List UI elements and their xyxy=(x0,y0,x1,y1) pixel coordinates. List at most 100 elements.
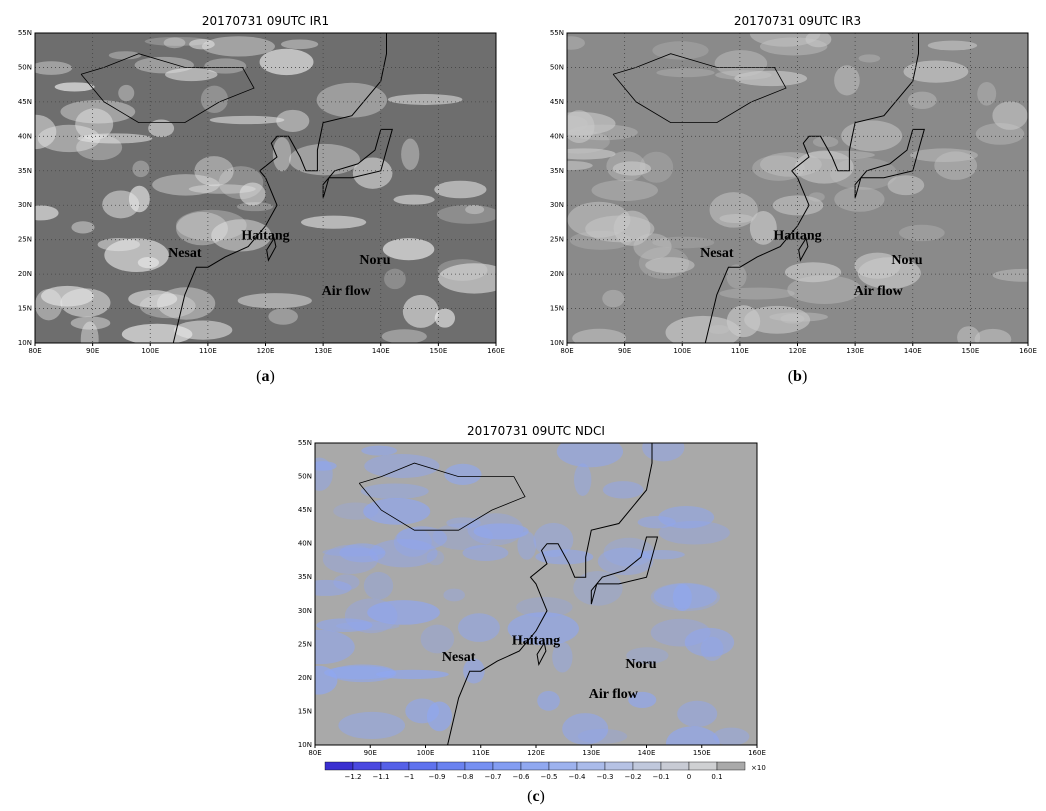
lat-label: 35N xyxy=(298,573,312,581)
cloud xyxy=(384,269,406,289)
colorbar-swatch xyxy=(353,762,381,770)
cloud xyxy=(574,463,591,496)
lon-label: 80E xyxy=(560,347,573,355)
lon-label: 150E xyxy=(693,749,711,757)
cloud xyxy=(201,86,228,113)
annotation: Haitang xyxy=(241,229,289,244)
cloud xyxy=(654,583,717,608)
cloud xyxy=(710,192,758,228)
cloud xyxy=(427,550,444,565)
lon-label: 80E xyxy=(308,749,321,757)
caption-part: ) xyxy=(802,368,807,385)
lat-label: 10N xyxy=(550,339,564,347)
colorbar-swatch xyxy=(465,762,493,770)
cloud xyxy=(701,637,724,661)
cloud xyxy=(30,61,72,75)
cloud xyxy=(760,37,827,55)
lon-label: 140E xyxy=(904,347,922,355)
lon-label: 130E xyxy=(582,749,600,757)
cloud xyxy=(642,434,684,462)
annotation: Nesat xyxy=(168,246,202,261)
cloud xyxy=(533,523,573,557)
cloud xyxy=(388,94,462,105)
cloud xyxy=(719,288,794,300)
colorbar-label: −1.1 xyxy=(373,773,390,781)
cloud xyxy=(585,215,654,242)
lat-label: 50N xyxy=(298,473,312,481)
lat-label: 30N xyxy=(298,607,312,615)
cloud xyxy=(394,195,435,205)
colorbar-label: −1 xyxy=(404,773,414,781)
cloud xyxy=(285,630,355,664)
cloud xyxy=(780,314,804,324)
cloud xyxy=(367,600,440,625)
cloud xyxy=(338,712,405,739)
lon-label: 160E xyxy=(1019,347,1037,355)
colorbar-label: −0.4 xyxy=(569,773,587,781)
colorbar-swatch xyxy=(409,762,437,770)
lon-label: 110E xyxy=(731,347,749,355)
colorbar-label: −0.7 xyxy=(485,773,502,781)
colorbar-swatch xyxy=(493,762,521,770)
cloud xyxy=(363,498,430,525)
lat-label: 15N xyxy=(298,707,312,715)
cloud xyxy=(715,70,772,80)
cloud xyxy=(552,148,616,159)
colorbar-label: −0.5 xyxy=(541,773,558,781)
annotation: Nesat xyxy=(700,246,734,261)
cloud xyxy=(204,58,246,73)
cloud xyxy=(132,161,149,178)
colorbar-label: −0.1 xyxy=(653,773,670,781)
cloud xyxy=(444,464,481,485)
annotation: Noru xyxy=(359,253,390,268)
cloud xyxy=(260,49,314,75)
cloud xyxy=(908,92,937,109)
lat-label: 25N xyxy=(298,640,312,648)
lat-label: 35N xyxy=(550,167,564,175)
lat-label: 10N xyxy=(18,339,32,347)
cloud xyxy=(164,37,186,48)
colorbar-unit: ×10 xyxy=(751,764,766,772)
lon-label: 120E xyxy=(789,347,807,355)
cloud xyxy=(977,82,996,106)
cloud xyxy=(564,110,595,143)
cloud xyxy=(219,166,264,199)
cloud xyxy=(602,290,624,307)
colorbar-swatch xyxy=(717,762,745,770)
lat-label: 55N xyxy=(18,29,32,37)
cloud xyxy=(975,329,1012,350)
lon-label: 90E xyxy=(618,347,631,355)
cloud xyxy=(795,150,854,183)
cloud xyxy=(899,225,945,241)
panel-title: 20170731 09UTC NDCI xyxy=(467,424,605,438)
cloud xyxy=(809,192,825,201)
lon-label: 160E xyxy=(748,749,766,757)
colorbar-label: −0.9 xyxy=(429,773,446,781)
panel-title: 20170731 09UTC IR3 xyxy=(734,14,861,28)
lat-label: 40N xyxy=(298,540,312,548)
lon-label: 80E xyxy=(28,347,41,355)
cloud xyxy=(122,324,193,345)
lat-label: 40N xyxy=(18,132,32,140)
lon-label: 110E xyxy=(472,749,490,757)
lon-label: 100E xyxy=(673,347,691,355)
panel: 20170731 09UTC IR380E90E100E110E120E130E… xyxy=(543,14,1046,385)
cloud xyxy=(202,36,275,56)
lon-label: 120E xyxy=(257,347,275,355)
map xyxy=(285,434,757,761)
cloud xyxy=(458,613,500,642)
panel: 20170731 09UTC NDCI80E90E100E110E120E130… xyxy=(285,424,766,805)
lon-label: 140E xyxy=(372,347,390,355)
cloud xyxy=(637,550,685,559)
lon-label: 150E xyxy=(429,347,447,355)
colorbar-swatch xyxy=(577,762,605,770)
cloud xyxy=(403,295,439,328)
cloud xyxy=(60,288,110,317)
cloud xyxy=(361,483,429,499)
cloud xyxy=(638,516,676,528)
cloud xyxy=(401,139,419,170)
cloud xyxy=(268,308,298,324)
cloud xyxy=(427,701,452,731)
cloud xyxy=(537,691,560,711)
lat-label: 55N xyxy=(298,439,312,447)
